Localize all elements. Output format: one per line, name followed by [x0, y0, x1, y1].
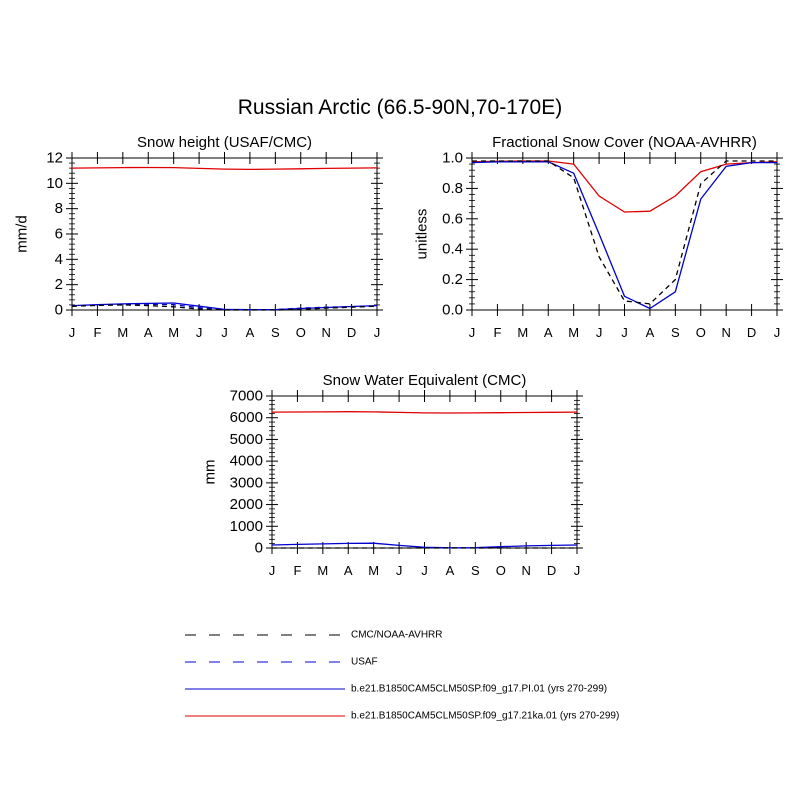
series-line-4 — [71, 304, 378, 311]
y-tick-label: 2000 — [230, 496, 263, 513]
x-tick-label: A — [646, 325, 655, 340]
x-tick-label: J — [621, 325, 628, 340]
series-line-1 — [71, 166, 378, 171]
x-tick-label: J — [469, 325, 476, 340]
y-tick-label: 2 — [55, 276, 63, 293]
x-tick-label: J — [774, 325, 781, 340]
y-tick-label: 0 — [255, 540, 263, 557]
x-tick-label: N — [321, 325, 330, 340]
x-tick-label: S — [271, 325, 280, 340]
chart-title: Fractional Snow Cover (NOAA-AVHRR) — [492, 134, 757, 151]
legend-label-1: CMC/NOAA-AVHRR — [351, 630, 442, 641]
y-tick-label: 3000 — [230, 474, 263, 491]
x-tick-label: M — [168, 325, 179, 340]
figure-title: Russian Arctic (66.5-90N,70-170E) — [237, 96, 563, 119]
x-tick-label: N — [521, 563, 530, 578]
plot-frame — [71, 157, 378, 311]
x-tick-label: M — [368, 563, 379, 578]
series-line-1 — [271, 411, 578, 414]
y-tick-label: 4 — [55, 251, 63, 268]
y-tick-label: 0.8 — [442, 180, 463, 197]
x-tick-label: J — [396, 563, 403, 578]
plot-frame — [471, 157, 778, 311]
x-tick-label: F — [493, 325, 501, 340]
y-tick-label: 0.0 — [442, 302, 463, 319]
y-tick-label: 0.4 — [442, 241, 463, 258]
y-axis-label: unitless — [414, 209, 431, 260]
y-tick-label: 6 — [55, 226, 63, 243]
x-tick-label: A — [344, 563, 353, 578]
series-line-3 — [71, 303, 378, 311]
legend-label-3: b.e21.B1850CAM5CLM50SP.f09_g17.PI.01 (yr… — [351, 684, 607, 695]
x-tick-label: J — [574, 563, 581, 578]
y-tick-label: 0 — [55, 302, 63, 319]
x-tick-label: O — [296, 325, 306, 340]
legend: CMC/NOAA-AVHRR USAF b.e21.B1850CAM5CLM50SP… — [185, 630, 619, 722]
chart-panel-3: Snow Water Equivalent (CMC) mm 0 1000 2000 30… — [202, 372, 583, 578]
x-tick-label: M — [317, 563, 328, 578]
chart-title: Snow height (USAF/CMC) — [137, 134, 312, 151]
x-tick-label: J — [69, 325, 76, 340]
y-tick-label: 12 — [46, 150, 63, 167]
x-tick-label: A — [446, 563, 455, 578]
y-tick-label: 7000 — [230, 388, 263, 405]
x-tick-label: N — [721, 325, 730, 340]
y-axis-label: mm — [202, 460, 219, 485]
y-tick-label: 5000 — [230, 431, 263, 448]
x-tick-label: A — [246, 325, 255, 340]
y-tick-label: 1000 — [230, 518, 263, 535]
x-tick-label: D — [747, 325, 756, 340]
x-tick-label: S — [471, 563, 480, 578]
x-tick-label: F — [93, 325, 101, 340]
y-tick-label: 4000 — [230, 453, 263, 470]
x-tick-label: J — [269, 563, 276, 578]
y-tick-label: 1.0 — [442, 150, 463, 167]
legend-label-2: USAF — [351, 657, 378, 668]
chart-panel-2: Fractional Snow Cover (NOAA-AVHRR) unitle… — [414, 134, 783, 340]
series-line-1 — [471, 160, 778, 213]
x-tick-label: J — [421, 563, 428, 578]
legend-label-4: b.e21.B1850CAM5CLM50SP.f09_g17.21ka.01 (… — [351, 711, 619, 722]
x-tick-label: J — [374, 325, 381, 340]
x-tick-label: O — [496, 563, 506, 578]
chart-title: Snow Water Equivalent (CMC) — [323, 372, 527, 389]
series-line-2 — [271, 542, 578, 549]
plot-frame — [271, 395, 578, 549]
y-tick-label: 0.6 — [442, 210, 463, 227]
x-tick-label: M — [568, 325, 579, 340]
series-line-3 — [472, 160, 777, 305]
x-tick-label: M — [117, 325, 128, 340]
x-tick-label: J — [221, 325, 228, 340]
x-tick-label: A — [544, 325, 553, 340]
x-tick-label: O — [696, 325, 706, 340]
x-tick-label: J — [196, 325, 203, 340]
y-tick-label: 8 — [55, 200, 63, 217]
y-tick-label: 10 — [46, 175, 63, 192]
series-line-2 — [471, 161, 777, 310]
y-tick-label: 0.2 — [442, 271, 463, 288]
x-tick-label: A — [144, 325, 153, 340]
y-tick-label: 6000 — [230, 409, 263, 426]
x-tick-label: J — [596, 325, 603, 340]
x-tick-label: M — [517, 325, 528, 340]
x-tick-label: D — [347, 325, 356, 340]
x-tick-label: S — [671, 325, 680, 340]
x-tick-label: D — [547, 563, 556, 578]
x-tick-label: F — [293, 563, 301, 578]
y-axis-label: mm/d — [14, 215, 31, 253]
